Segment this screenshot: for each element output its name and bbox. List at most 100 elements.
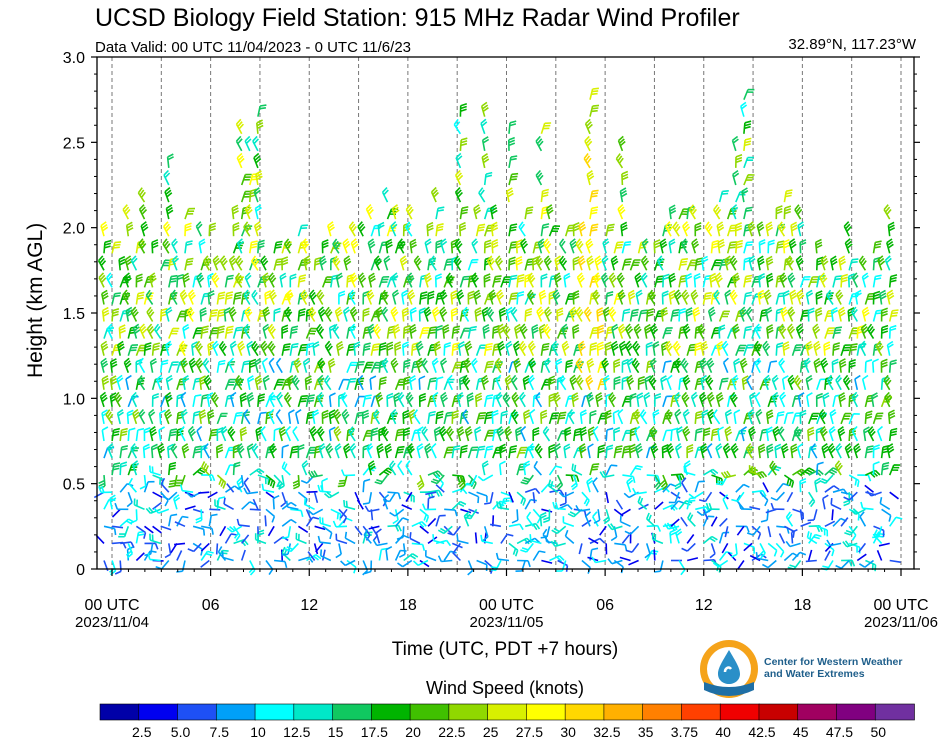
- wind-barb: [593, 272, 602, 288]
- wind-barb: [858, 559, 874, 568]
- wind-barb: [537, 238, 546, 254]
- wind-barb: [163, 169, 171, 186]
- wind-barb: [384, 443, 393, 459]
- wind-barb: [508, 274, 518, 288]
- wind-barb: [757, 255, 765, 271]
- wind-barb: [807, 276, 819, 288]
- wind-barb: [346, 343, 356, 356]
- wind-barb: [303, 255, 312, 271]
- wind-barb: [735, 483, 750, 493]
- wind-barb: [789, 289, 798, 305]
- wind-barb: [718, 310, 730, 322]
- colorbar-label: 42.5: [748, 724, 775, 740]
- wind-barb: [758, 238, 766, 254]
- wind-barb: [251, 443, 259, 459]
- wind-barb: [483, 411, 494, 425]
- wind-barb: [592, 289, 601, 305]
- wind-barb: [362, 429, 374, 442]
- wind-barb: [777, 426, 786, 442]
- wind-barb: [444, 508, 458, 517]
- wind-barb: [114, 502, 129, 511]
- wind-barb: [281, 526, 292, 540]
- wind-barb: [624, 525, 640, 535]
- location-label: 32.89°N, 117.23°W: [788, 36, 916, 53]
- wind-barb: [499, 460, 506, 476]
- wind-barb: [777, 221, 786, 237]
- wind-barb: [617, 204, 626, 220]
- wind-barb: [824, 327, 835, 339]
- wind-barb: [323, 491, 340, 499]
- wind-barb: [514, 323, 522, 339]
- colorbar-label: 25: [483, 724, 499, 740]
- wind-barb: [859, 340, 867, 357]
- wind-barb: [135, 273, 143, 288]
- wind-barb: [585, 374, 594, 391]
- wind-barb: [771, 374, 779, 391]
- wind-barb: [730, 443, 739, 459]
- colorbar-label: 27.5: [516, 724, 543, 740]
- wind-barb: [459, 275, 470, 288]
- wind-barb: [405, 491, 413, 503]
- wind-barb: [273, 427, 281, 442]
- colorbar-label: 15: [328, 724, 344, 740]
- wind-barb: [495, 391, 503, 408]
- wind-barb: [427, 517, 437, 527]
- wind-barb: [261, 357, 268, 373]
- wind-barb: [480, 118, 488, 135]
- wind-barb: [780, 443, 789, 459]
- colorbar-bin: [332, 703, 373, 721]
- wind-barb: [202, 357, 210, 374]
- wind-barb: [458, 375, 467, 390]
- wind-barb: [778, 357, 786, 374]
- wind-barb: [403, 553, 419, 562]
- wind-barb: [302, 357, 311, 373]
- wind-barb: [374, 474, 389, 485]
- wind-barb: [387, 491, 402, 500]
- wind-barb: [354, 361, 365, 373]
- wind-barb: [476, 559, 488, 572]
- wind-barb: [697, 323, 706, 339]
- wind-barb: [361, 409, 370, 424]
- wind-barb: [848, 393, 857, 407]
- wind-barb: [888, 427, 898, 442]
- wind-barb: [180, 484, 194, 493]
- wind-barb: [749, 392, 757, 408]
- wind-barb: [508, 136, 516, 151]
- wind-barb: [791, 344, 803, 356]
- wind-barb: [219, 525, 227, 537]
- wind-barb: [462, 374, 471, 391]
- wind-barb: [397, 460, 405, 476]
- wind-barb: [109, 358, 118, 373]
- wind-barb: [281, 501, 297, 510]
- wind-barb: [471, 238, 479, 254]
- wind-barb: [540, 223, 550, 237]
- wind-barb: [237, 340, 246, 356]
- wind-barb: [394, 428, 405, 442]
- wind-barb: [872, 526, 883, 539]
- wind-barb: [184, 207, 196, 220]
- wind-barb: [148, 408, 156, 425]
- wind-barb: [864, 445, 874, 459]
- wind-barb: [716, 221, 725, 237]
- wind-barb: [785, 540, 801, 548]
- wind-barb: [837, 426, 846, 442]
- logo-line-2: and Water Extremes: [764, 668, 865, 680]
- wind-barb: [267, 525, 275, 537]
- wind-barb: [775, 342, 784, 356]
- wind-barb: [621, 395, 633, 408]
- wind-barb: [105, 409, 114, 425]
- wind-barb: [109, 494, 117, 510]
- wind-barb: [743, 325, 753, 339]
- wind-barb: [453, 542, 462, 553]
- wind-barb: [232, 461, 241, 476]
- wind-barb: [419, 327, 430, 339]
- wind-barb: [575, 374, 584, 391]
- wind-barb: [100, 221, 109, 237]
- colorbar-bin: [719, 703, 760, 721]
- wind-barb: [257, 239, 265, 254]
- wind-barb: [743, 241, 754, 254]
- wind-barb: [569, 374, 578, 391]
- wind-barb: [864, 410, 873, 424]
- wind-barb: [257, 276, 268, 288]
- wind-barb: [800, 521, 812, 528]
